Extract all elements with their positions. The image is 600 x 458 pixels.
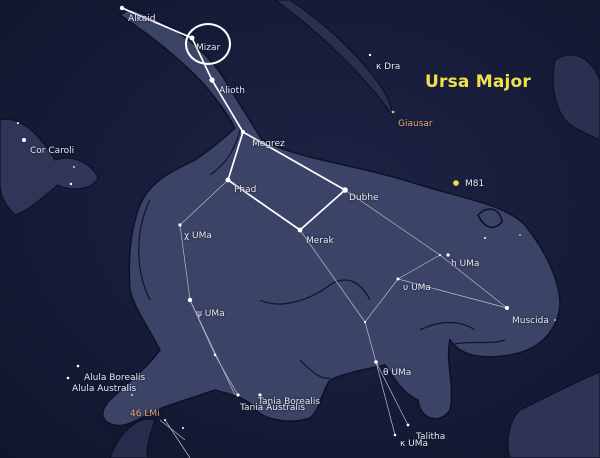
label-phad[interactable]: Phad	[234, 185, 257, 195]
label-46-lmi[interactable]: 46 LMi	[130, 409, 160, 419]
label-muscida[interactable]: Muscida	[512, 316, 549, 326]
draco-figure	[273, 0, 600, 141]
star-phad	[225, 177, 231, 183]
star-tania-borealis	[258, 393, 262, 397]
label-alula-borealis[interactable]: Alula Borealis	[84, 373, 146, 383]
asterism-thin-lines	[159, 179, 508, 458]
label-megrez[interactable]: Megrez	[252, 139, 285, 149]
label-upsilon-uma[interactable]: υ UMa	[403, 283, 431, 293]
ursa-major-figure	[102, 8, 561, 427]
label-tania-borealis[interactable]: Tania Borealis	[258, 397, 321, 407]
label-giausar[interactable]: Giausar	[398, 119, 433, 129]
label-tania-australis[interactable]: Tania Australis	[240, 403, 306, 413]
star-chi-uma	[178, 223, 182, 227]
label-psi-uma[interactable]: ψ UMa	[196, 309, 225, 319]
star-talitha	[406, 423, 410, 427]
star-muscida	[505, 306, 509, 310]
label-talitha[interactable]: Talitha	[416, 432, 446, 442]
star-megrez	[241, 130, 245, 134]
star-theta-uma	[374, 360, 378, 364]
star-alula-borealis	[76, 364, 80, 368]
label-theta-uma[interactable]: θ UMa	[383, 368, 412, 378]
star-upsilon-uma	[396, 277, 400, 281]
label-mizar[interactable]: Mizar	[196, 43, 221, 53]
canes-venatici-figure	[0, 118, 99, 216]
star-kappa-dra	[368, 53, 372, 57]
constellation-title: Ursa Major	[425, 72, 531, 92]
label-h-uma[interactable]: h UMa	[451, 259, 480, 269]
label-kappa-dra[interactable]: κ Dra	[376, 62, 401, 72]
label-alioth[interactable]: Alioth	[219, 86, 245, 96]
star-merak	[297, 227, 303, 233]
figure-detail-lines	[138, 129, 506, 379]
star-alula-australis	[66, 376, 70, 380]
leo-minor-figure	[507, 371, 600, 458]
label-chi-uma[interactable]: χ UMa	[184, 231, 212, 241]
star-dubhe	[342, 187, 348, 193]
label-kappa-uma[interactable]: κ UMa	[400, 439, 429, 449]
m81-marker[interactable]	[453, 180, 459, 186]
star-alkaid	[119, 5, 125, 11]
label-dubhe[interactable]: Dubhe	[349, 193, 379, 203]
star-cor-caroli	[22, 138, 26, 142]
mizar-highlight-circle-icon[interactable]	[185, 23, 231, 65]
label-alula-australis[interactable]: Alula Australis	[72, 384, 137, 394]
star-kappa-uma	[393, 433, 397, 437]
label-cor-caroli[interactable]: Cor Caroli	[30, 146, 75, 156]
label-merak[interactable]: Merak	[306, 236, 334, 246]
star-h-uma	[446, 253, 450, 257]
giausar-marker	[391, 110, 395, 114]
label-alkaid[interactable]: Alkaid	[128, 14, 156, 24]
label-m81[interactable]: M81	[465, 179, 485, 189]
star-tania-australis	[236, 393, 240, 397]
star-alioth	[209, 77, 215, 83]
lmi-figure	[109, 418, 156, 458]
star-psi-uma	[187, 297, 193, 303]
